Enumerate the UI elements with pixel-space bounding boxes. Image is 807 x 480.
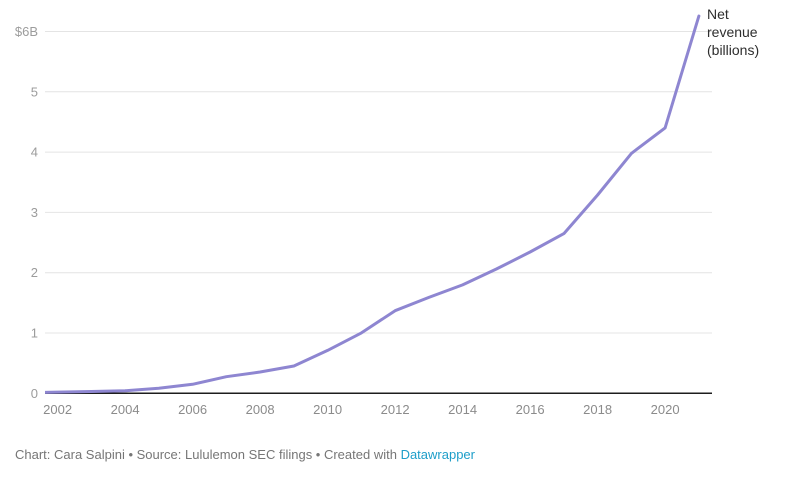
x-tick-label: 2006	[178, 402, 207, 417]
x-tick-label: 2010	[313, 402, 342, 417]
series-label-annotation: Net revenue (billions)	[707, 6, 760, 58]
y-tick-label: 3	[31, 205, 38, 220]
chart-footer: Chart: Cara Salpini • Source: Lululemon …	[15, 446, 475, 463]
x-tick-label: 2014	[448, 402, 477, 417]
net-revenue-line[interactable]	[24, 14, 701, 394]
y-tick-label: $6B	[15, 24, 38, 39]
footer-attribution-text: Chart: Cara Salpini • Source: Lululemon …	[15, 447, 401, 462]
x-tick-label: 2020	[651, 402, 680, 417]
x-tick-label: 2004	[111, 402, 140, 417]
y-tick-label: 1	[31, 326, 38, 341]
y-tick-label: 2	[31, 265, 38, 280]
y-tick-label: 4	[31, 145, 38, 160]
datawrapper-link[interactable]: Datawrapper	[400, 447, 475, 462]
x-tick-label: 2008	[246, 402, 275, 417]
y-tick-label: 0	[31, 386, 38, 401]
chart-canvas: 0 1 2 3 4 5 $6B 2002 2004 2006 2008 2010 2012 2014 201…	[15, 14, 712, 417]
x-tick-label: 2012	[381, 402, 410, 417]
y-tick-label: 5	[31, 84, 38, 99]
x-tick-label: 2016	[516, 402, 545, 417]
line-chart[interactable]: 0 1 2 3 4 5 $6B 2002 2004 2006 2008 2010 2012 2014 201…	[0, 0, 807, 435]
x-tick-label: 2018	[583, 402, 612, 417]
x-tick-label: 2002	[43, 402, 72, 417]
